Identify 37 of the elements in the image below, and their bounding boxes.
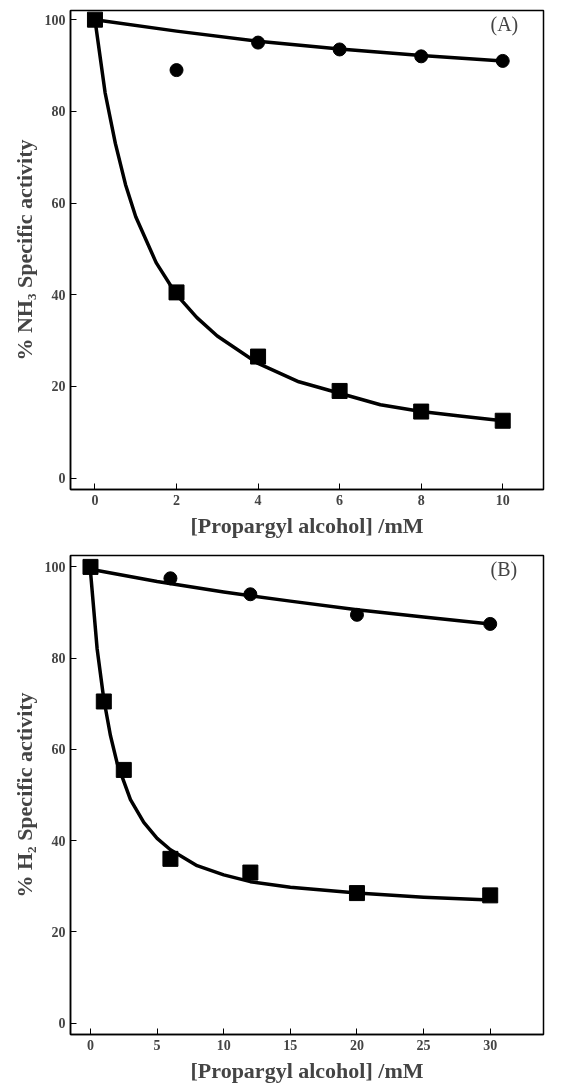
y-tick-label: 100	[44, 559, 66, 575]
y-tick-label: 20	[51, 379, 66, 395]
x-tick-label: 10	[216, 1037, 231, 1053]
y-tick-label: 0	[58, 1016, 66, 1032]
annotation: (A)	[490, 12, 519, 36]
x-tick-label: 2	[173, 492, 181, 508]
point	[162, 850, 179, 867]
y-axis-title: % NH₃ Specific activity	[11, 139, 37, 361]
x-tick-label: 0	[91, 492, 99, 508]
point	[482, 887, 499, 904]
x-tick-label: 5	[153, 1037, 161, 1053]
y-tick-label: 0	[58, 471, 66, 487]
point	[82, 558, 99, 575]
annotation: (B)	[490, 557, 518, 581]
x-tick-label: 10	[495, 492, 510, 508]
point	[169, 63, 184, 78]
y-axis-title: % H₂ Specific activity	[11, 692, 37, 898]
y-tick-label: 40	[51, 287, 66, 303]
x-tick-label: 0	[86, 1037, 94, 1053]
y-tick-label: 100	[44, 12, 66, 28]
y-tick-label: 20	[51, 924, 66, 940]
point	[494, 412, 511, 429]
x-tick-label: 6	[336, 492, 344, 508]
x-tick-label: 25	[416, 1037, 431, 1053]
x-tick-label: 20	[349, 1037, 364, 1053]
point	[242, 864, 259, 881]
y-tick-label: 80	[51, 104, 66, 120]
x-tick-label: 30	[483, 1037, 498, 1053]
x-tick-label: 8	[417, 492, 425, 508]
y-tick-label: 80	[51, 651, 66, 667]
y-tick-label: 60	[51, 196, 66, 212]
x-axis-title: [Propargyl alcohol] /mM	[190, 512, 424, 538]
y-tick-label: 60	[51, 742, 66, 758]
x-tick-label: 15	[283, 1037, 298, 1053]
x-axis-title: [Propargyl alcohol] /mM	[190, 1057, 424, 1083]
x-tick-label: 4	[254, 492, 262, 508]
y-tick-label: 40	[51, 833, 66, 849]
